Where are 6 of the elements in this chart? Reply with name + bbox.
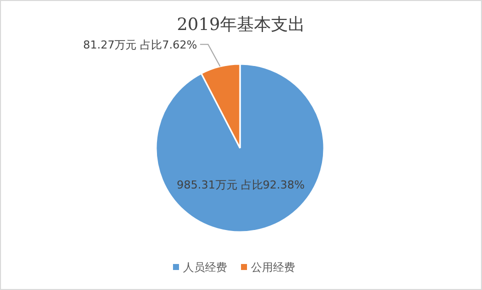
data-label: 81.27万元 占比7.62% — [83, 38, 198, 52]
data-label: 985.31万元 占比92.38% — [176, 178, 305, 192]
pie-slice — [155, 63, 325, 233]
legend-label: 公用经费 — [251, 261, 295, 274]
chart-title: 2019年基本支出 — [176, 15, 306, 35]
legend-label: 人员经费 — [183, 261, 227, 274]
